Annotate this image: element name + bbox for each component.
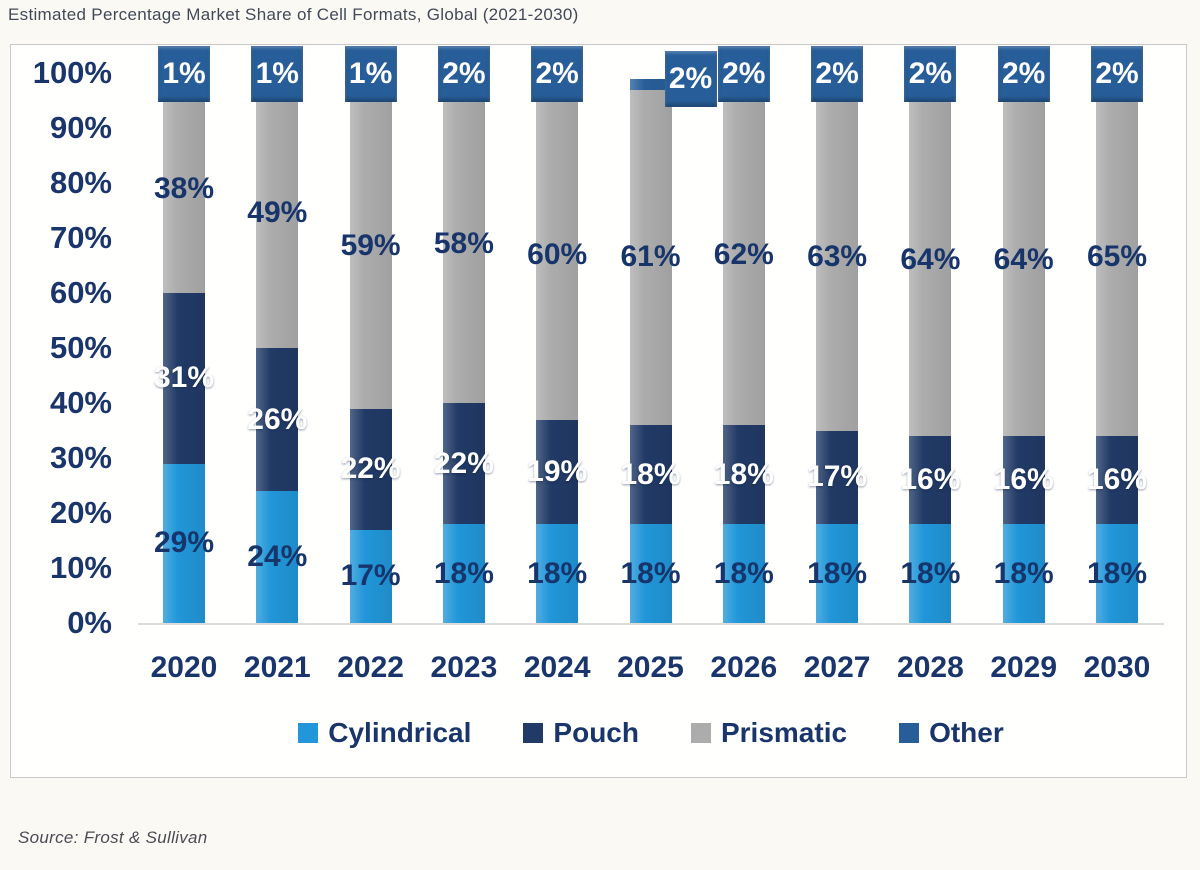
legend-item-other: Other	[899, 716, 1004, 750]
chart-card	[10, 44, 1187, 778]
legend-swatch-other	[899, 723, 920, 743]
legend-label-other: Other	[929, 717, 1004, 748]
legend-item-prismatic: Prismatic	[690, 716, 848, 750]
chart-title: Estimated Percentage Market Share of Cel…	[8, 5, 579, 24]
legend-swatch-cylindrical	[298, 723, 319, 743]
legend-swatch-pouch	[523, 723, 544, 743]
legend-label-cylindrical: Cylindrical	[328, 717, 472, 748]
legend: Cylindrical Pouch Prismatic Other	[138, 716, 1164, 750]
legend-swatch-prismatic	[690, 723, 711, 743]
legend-item-pouch: Pouch	[523, 716, 639, 750]
legend-label-prismatic: Prismatic	[720, 717, 848, 748]
legend-label-pouch: Pouch	[553, 717, 639, 748]
legend-item-cylindrical: Cylindrical	[298, 716, 471, 750]
source-text: Source: Frost & Sullivan	[18, 828, 208, 847]
